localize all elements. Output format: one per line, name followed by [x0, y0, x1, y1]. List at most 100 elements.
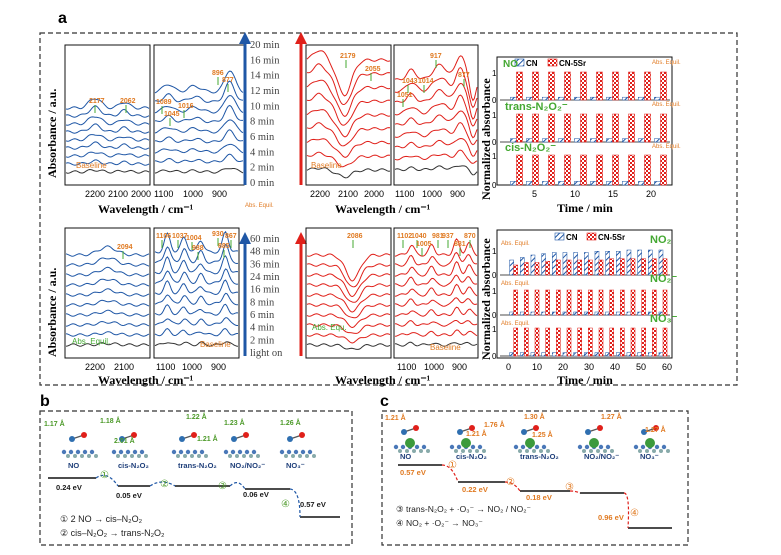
ir-spectrum-line	[154, 129, 244, 144]
bar-cn	[562, 352, 568, 357]
time-tick: 60	[662, 362, 672, 372]
substrate-atom	[532, 449, 536, 453]
ir-spectrum-line	[306, 253, 391, 282]
ir-spectrum-line	[306, 138, 391, 158]
substrate-atom	[82, 449, 88, 455]
ir-spectrum-line	[394, 329, 478, 337]
bar-cn	[558, 96, 565, 101]
substrate-atom	[454, 449, 458, 453]
ir-top-red: Baseline 2179 2055 1051 1043 1014 917 877 2200…	[305, 44, 479, 216]
ir-spectrum-line	[306, 343, 391, 350]
tick-1100: 1100	[397, 362, 416, 372]
abs-equil-label: Abs. Equil.	[652, 60, 681, 66]
bar-cn	[530, 254, 536, 276]
bar-cn	[520, 352, 525, 357]
y-tick-1: 1	[492, 247, 497, 256]
energy-label: 0.24 eV	[56, 483, 82, 492]
time-tick: 10	[532, 362, 542, 372]
peak-label: 2062	[120, 98, 136, 105]
ir-spectrum-line	[65, 105, 150, 118]
substrate-atom	[249, 454, 253, 458]
substrate-atom	[80, 454, 84, 458]
peak-label: 1043	[402, 78, 418, 85]
substrate-atom	[652, 449, 656, 453]
ir-spectrum-line	[65, 257, 150, 267]
ir-top-red-left-frame	[305, 44, 392, 186]
substrate-atom	[525, 449, 529, 453]
bar-cn	[637, 352, 642, 357]
substrate-atom	[468, 449, 472, 453]
peak-label: 896	[212, 70, 224, 77]
substrate-atom	[185, 449, 191, 455]
substrate-atom	[118, 449, 124, 455]
baseline-label: Baseline	[430, 343, 461, 352]
nitrogen-atom	[231, 436, 237, 442]
substrate-atom	[183, 454, 187, 458]
substrate-atom	[87, 454, 91, 458]
tick-2200: 2200	[85, 362, 105, 372]
bar-cn5sr	[641, 258, 646, 276]
y-tick-1: 1	[492, 111, 497, 120]
legend-cn: CN	[526, 59, 538, 68]
abs-equil-label: Abs. Equil.	[72, 337, 110, 346]
bar-cn5sr	[620, 327, 625, 357]
bar-cn5sr	[612, 113, 619, 143]
bar-cn	[562, 252, 568, 276]
bar-cn5sr	[598, 327, 604, 357]
y-tick-1: 1	[492, 287, 497, 296]
energy-label: 0.05 eV	[116, 491, 142, 500]
bond-length-label: 1.27 Å	[601, 412, 622, 421]
bar-cn5sr	[652, 289, 657, 316]
bar-cn	[526, 181, 533, 186]
substrate-atom	[204, 454, 208, 458]
bar-cn	[558, 181, 565, 186]
bond-length-label: 1.30 Å	[524, 412, 545, 421]
bar-cn5sr	[612, 71, 619, 101]
substrate-atom	[419, 449, 423, 453]
ir-spectrum-line	[306, 79, 391, 117]
species-label: trans-N₂O₂	[178, 461, 217, 470]
ir-bot-red: Abs. Equ. Baseline 2086 11021040100598193…	[305, 227, 479, 387]
bar-cn	[606, 181, 613, 186]
substrate-atom	[251, 449, 257, 455]
sr-atom	[405, 438, 415, 448]
step-marker: ①	[100, 470, 109, 481]
tick-2200: 2200	[85, 189, 105, 199]
bar-cn5sr	[545, 327, 550, 357]
energy-label: 0.57 eV	[400, 468, 426, 477]
peak-label: 1089	[156, 99, 172, 106]
peak-label: 1037	[172, 233, 188, 240]
substrate-atom	[116, 454, 120, 458]
peak-label: 881	[454, 241, 466, 248]
bond-length-label: 1.21 Å	[385, 413, 406, 422]
transition-curve	[441, 464, 459, 483]
ir-spectrum-line	[306, 109, 391, 138]
ir-spectrum-line	[65, 245, 150, 257]
substrate-atom	[75, 449, 81, 455]
ir-spectrum-line	[306, 273, 391, 298]
time-label: 16 min	[250, 285, 280, 296]
ir-spectrum-line	[154, 143, 244, 154]
xlabel-time-top: Time / min	[557, 201, 613, 215]
time-tick: 0	[506, 362, 511, 372]
nitrogen-atom	[69, 436, 75, 442]
ir-spectrum-line	[154, 341, 239, 347]
sr-atom	[461, 438, 471, 448]
reaction-label: ③ trans-N₂O₂ + ·O₃⁻ → NO₂ / NO₂⁻	[396, 504, 532, 514]
ylabel-norm-bot: Normalized absorbance	[479, 238, 493, 360]
legend-cn5sr-swatch	[586, 232, 597, 241]
bars-bottom-frame	[496, 229, 673, 359]
transition-curve	[623, 492, 630, 529]
substrate-atom	[286, 449, 292, 455]
nitrogen-atom	[521, 429, 527, 435]
ir-spectrum-line	[154, 243, 239, 265]
ir-spectrum-line	[65, 168, 150, 174]
bar-cn5sr	[660, 71, 667, 101]
species-label: NO₂/NO₂⁻	[584, 452, 619, 461]
peak-label: 2094	[117, 244, 133, 251]
ir-spectrum-line	[154, 328, 238, 337]
time-label: 48 min	[250, 247, 280, 258]
tick-2000: 2000	[364, 189, 384, 199]
xlabel-bot-blue: Wavelength / cm⁻¹	[98, 373, 194, 387]
